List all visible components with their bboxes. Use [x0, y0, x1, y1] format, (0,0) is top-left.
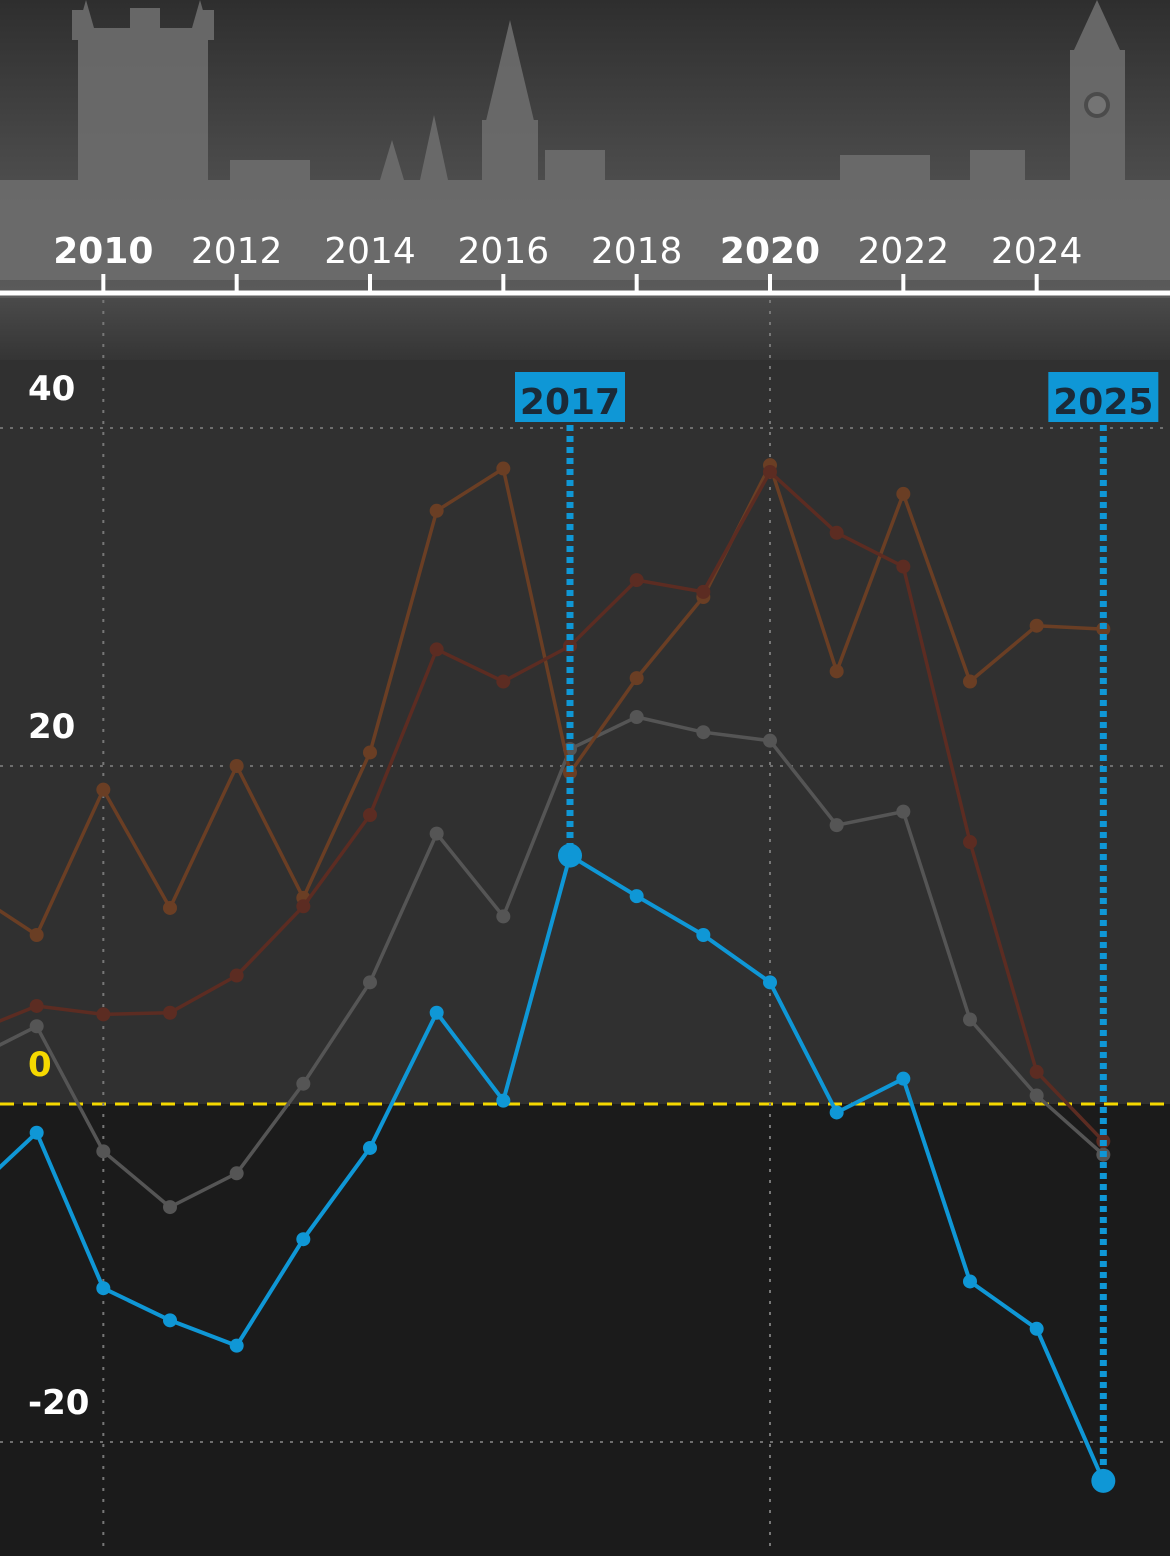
- negative-zone: [0, 1104, 1170, 1552]
- series-line: [0, 715, 1105, 1209]
- series-point: [229, 968, 244, 983]
- positive-zone: [0, 360, 1170, 1104]
- series-point: [829, 1105, 844, 1120]
- parliament-silhouette: [0, 0, 1170, 280]
- series-point: [496, 674, 511, 689]
- series-point: [363, 745, 377, 760]
- series-point: [896, 1071, 911, 1086]
- series-line: [0, 853, 1106, 1482]
- series-point: [629, 709, 644, 724]
- grid-layer: [0, 300, 1170, 1552]
- series-point: [629, 671, 644, 686]
- series-point: [496, 1093, 511, 1108]
- series-point: [296, 1076, 311, 1091]
- series-point: [829, 818, 844, 833]
- water-band: [0, 298, 1170, 360]
- series-point: [763, 464, 777, 479]
- series-point: [229, 1166, 244, 1181]
- x-axis: 2010 2012 2014 2016 2018 2020 2022 2024: [0, 231, 1170, 296]
- x-tick-label: 2012: [191, 231, 283, 272]
- series-point: [363, 975, 377, 990]
- series-point: [429, 826, 444, 841]
- series-point: [963, 1012, 977, 1027]
- series-point: [829, 525, 844, 540]
- series-point: [1029, 618, 1044, 633]
- y-axis: 40 20 0 -20: [28, 369, 89, 1423]
- series-point: [29, 1125, 44, 1140]
- series-point: [163, 1200, 177, 1215]
- series-point: [29, 1019, 44, 1034]
- series-point: [963, 1274, 977, 1289]
- x-tick-label: 2018: [591, 231, 683, 272]
- series-point: [96, 1144, 111, 1159]
- series-line: [0, 463, 1104, 937]
- series-point: [296, 1232, 311, 1247]
- series-point: [429, 642, 444, 657]
- series-point: [296, 899, 311, 914]
- highlight-label: 2025: [1053, 382, 1153, 423]
- series-point: [1091, 1468, 1116, 1493]
- series-point: [829, 664, 844, 679]
- series-point: [629, 889, 644, 904]
- series-point: [29, 928, 44, 942]
- highlight-label-box: [1048, 372, 1159, 422]
- series-point: [96, 1281, 111, 1296]
- x-tick-label: 2014: [324, 231, 416, 272]
- series-point: [496, 461, 511, 476]
- series-point: [229, 1338, 244, 1353]
- highlight-layer: 2017 2025: [515, 372, 1159, 1481]
- series-point: [629, 573, 644, 588]
- series-point: [96, 1007, 111, 1022]
- series-point: [429, 1005, 444, 1020]
- y-tick-label: 20: [28, 707, 75, 747]
- series-point: [696, 584, 711, 599]
- series-point: [896, 804, 911, 819]
- series-point: [163, 1005, 177, 1020]
- highlight-label-box: [515, 372, 625, 422]
- series-point: [1029, 1088, 1044, 1103]
- series-point: [896, 559, 911, 574]
- series-layer: [0, 458, 1116, 1493]
- x-tick-label: 2022: [858, 231, 950, 272]
- series-point: [96, 782, 111, 797]
- series-point: [963, 674, 977, 689]
- series-point: [229, 759, 244, 773]
- series-point: [696, 725, 711, 740]
- series-point: [363, 808, 377, 823]
- series-point: [763, 733, 777, 748]
- series-point: [163, 900, 177, 915]
- series-point: [496, 909, 511, 924]
- y-tick-label: -20: [28, 1383, 89, 1423]
- x-tick-label: 2016: [458, 231, 550, 272]
- highlight-label: 2017: [520, 382, 620, 423]
- y-tick-label: 40: [28, 369, 75, 409]
- series-line: [0, 470, 1105, 1143]
- series-point: [696, 928, 711, 942]
- x-tick-label: 2010: [53, 231, 153, 272]
- series-point: [763, 975, 777, 990]
- series-point: [163, 1313, 177, 1328]
- series-point: [363, 1140, 377, 1155]
- x-tick-label: 2024: [991, 231, 1083, 272]
- x-tick-label: 2020: [720, 231, 820, 272]
- series-point: [963, 835, 977, 850]
- series-point: [1029, 1064, 1044, 1079]
- series-point: [1029, 1321, 1044, 1336]
- series-point: [429, 503, 444, 518]
- series-point: [896, 486, 911, 501]
- series-point: [29, 998, 44, 1013]
- y-tick-label: 0: [28, 1045, 52, 1085]
